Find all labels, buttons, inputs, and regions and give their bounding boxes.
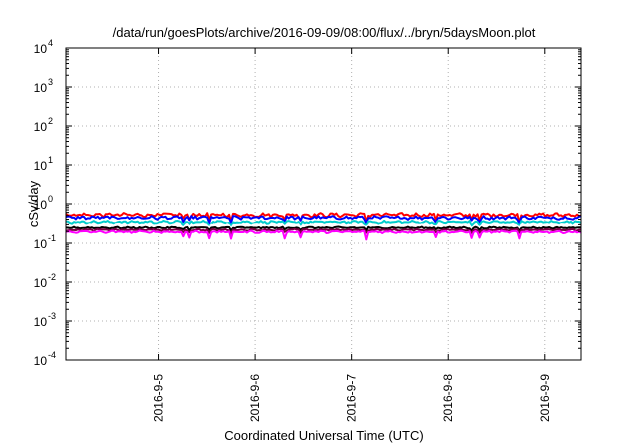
- x-axis-label: Coordinated Universal Time (UTC): [224, 428, 423, 443]
- series-line: [65, 223, 581, 229]
- y-tick-label: 10: [34, 198, 48, 212]
- series-line: [65, 215, 582, 225]
- series-line: [65, 229, 582, 241]
- series-line: [65, 212, 582, 225]
- y-tick-label: 10: [34, 120, 48, 134]
- y-tick-exponent: 4: [48, 38, 53, 48]
- x-tick-label: 2016-9-5: [152, 374, 166, 422]
- x-axis: 2016-9-5 2016-9-6 2016-9-7 2016-9-8 2016-9-9: [152, 48, 552, 422]
- y-tick-exponent: -4: [48, 350, 56, 360]
- grid: [66, 48, 581, 360]
- x-tick-label: 2016-9-7: [345, 374, 359, 422]
- y-tick-exponent: -1: [48, 233, 56, 243]
- y-tick-exponent: -2: [48, 272, 56, 282]
- y-tick-label: 10: [34, 354, 48, 368]
- y-tick-exponent: 0: [48, 194, 53, 204]
- y-tick-label: 10: [34, 315, 48, 329]
- series-line: [66, 219, 582, 228]
- x-tick-label: 2016-9-6: [248, 374, 262, 422]
- y-tick-exponent: 2: [48, 116, 53, 126]
- y-tick-label: 10: [34, 159, 48, 173]
- chart-title: /data/run/goesPlots/archive/2016-09-09/0…: [113, 25, 536, 40]
- y-tick-label: 10: [34, 42, 48, 56]
- y-tick-label: 10: [34, 81, 48, 95]
- x-tick-label: 2016-9-8: [441, 374, 455, 422]
- y-tick-label: 10: [34, 276, 48, 290]
- y-tick-exponent: 3: [48, 77, 53, 87]
- plot-series: [65, 212, 582, 241]
- x-tick-label: 2016-9-9: [538, 374, 552, 422]
- series-line: [65, 225, 581, 232]
- series-line: [65, 227, 582, 235]
- y-tick-exponent: -3: [48, 311, 56, 321]
- y-tick-exponent: 1: [48, 155, 53, 165]
- y-tick-label: 10: [34, 237, 48, 251]
- y-axis-label: cSv/day: [26, 180, 41, 227]
